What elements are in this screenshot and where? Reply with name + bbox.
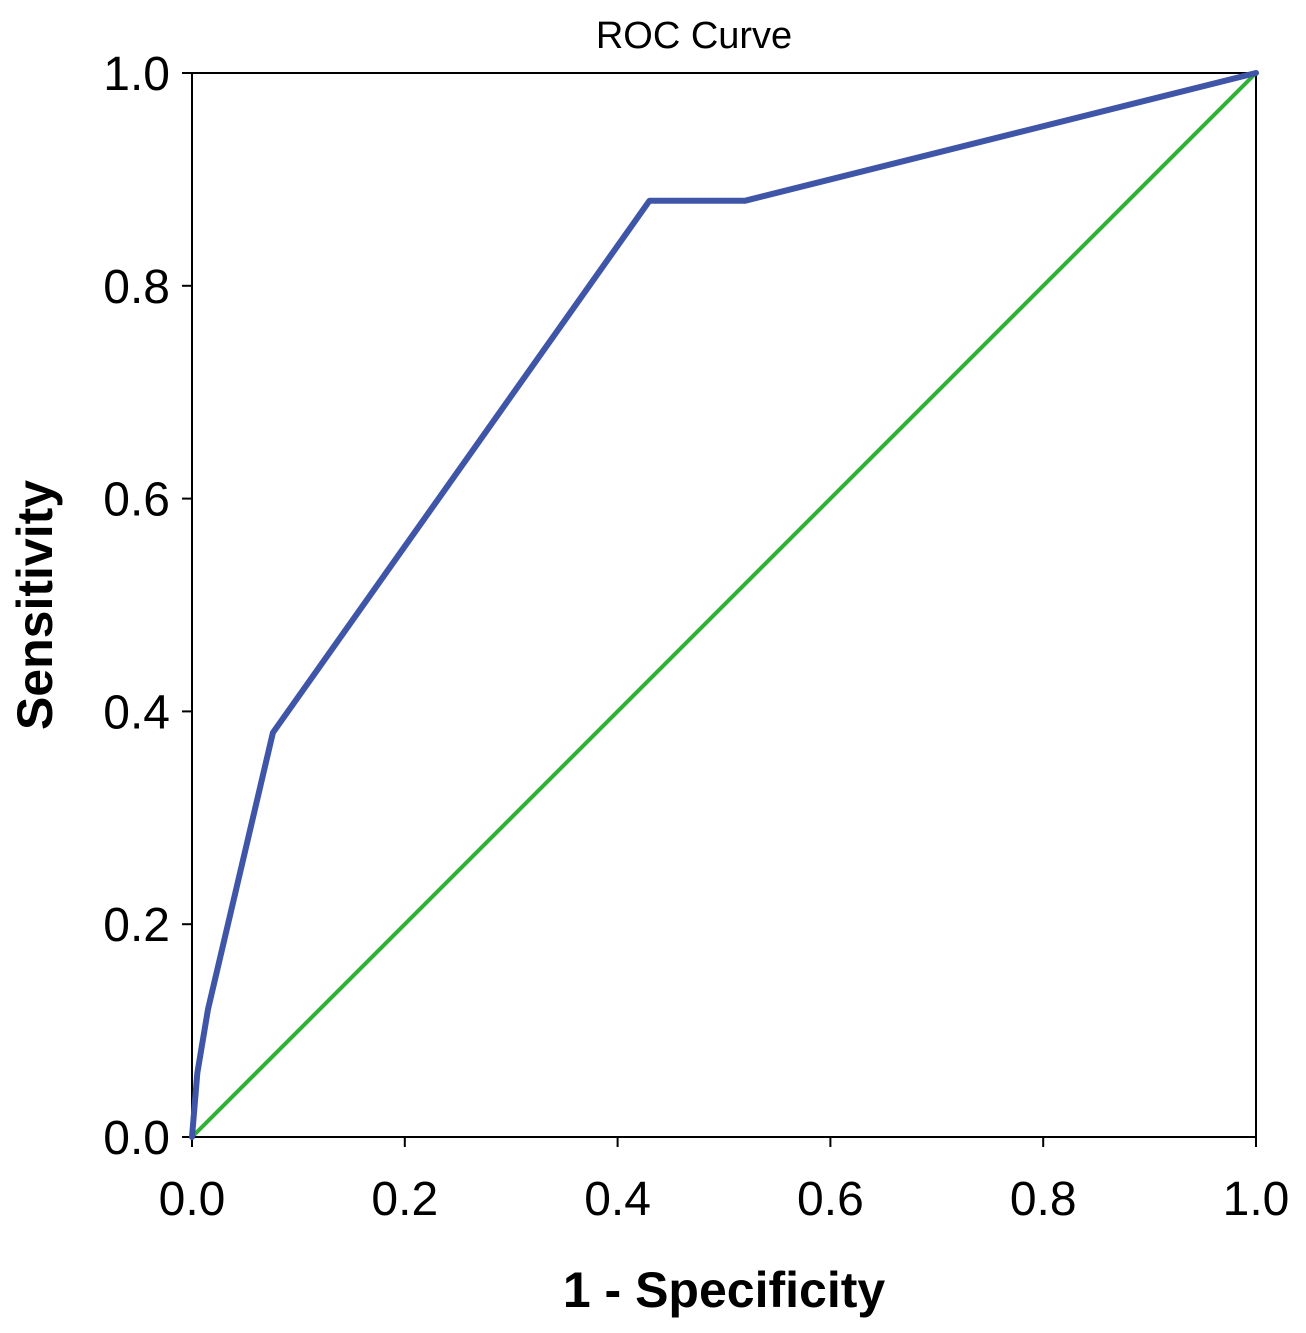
x-tick-label: 0.4	[584, 1173, 651, 1226]
x-axis: 0.0 0.2 0.4 0.6 0.8 1.0	[159, 1137, 1290, 1226]
x-tick-label: 1.0	[1223, 1173, 1290, 1226]
y-axis-label: Sensitivity	[7, 480, 63, 730]
y-tick-label: 1.0	[103, 48, 170, 101]
series-layer	[189, 70, 1259, 1140]
x-axis-label: 1 - Specificity	[563, 1262, 886, 1318]
chart-title: ROC Curve	[596, 15, 792, 57]
y-tick-label: 0.4	[103, 686, 170, 739]
x-tick-label: 0.6	[797, 1173, 864, 1226]
y-tick-label: 0.8	[103, 261, 170, 314]
x-tick-label: 0.8	[1010, 1173, 1077, 1226]
roc-curve-line	[189, 70, 1259, 1140]
x-tick-label: 0.0	[159, 1173, 226, 1226]
y-tick-label: 0.6	[103, 474, 170, 527]
x-tick-label: 0.2	[371, 1173, 438, 1226]
y-axis: 0.0 0.2 0.4 0.6 0.8 1.0	[103, 48, 192, 1165]
reference-line	[190, 71, 1258, 1139]
y-tick-label: 0.0	[103, 1112, 170, 1165]
plot-frame	[191, 72, 1257, 1138]
y-tick-label: 0.2	[103, 899, 170, 952]
